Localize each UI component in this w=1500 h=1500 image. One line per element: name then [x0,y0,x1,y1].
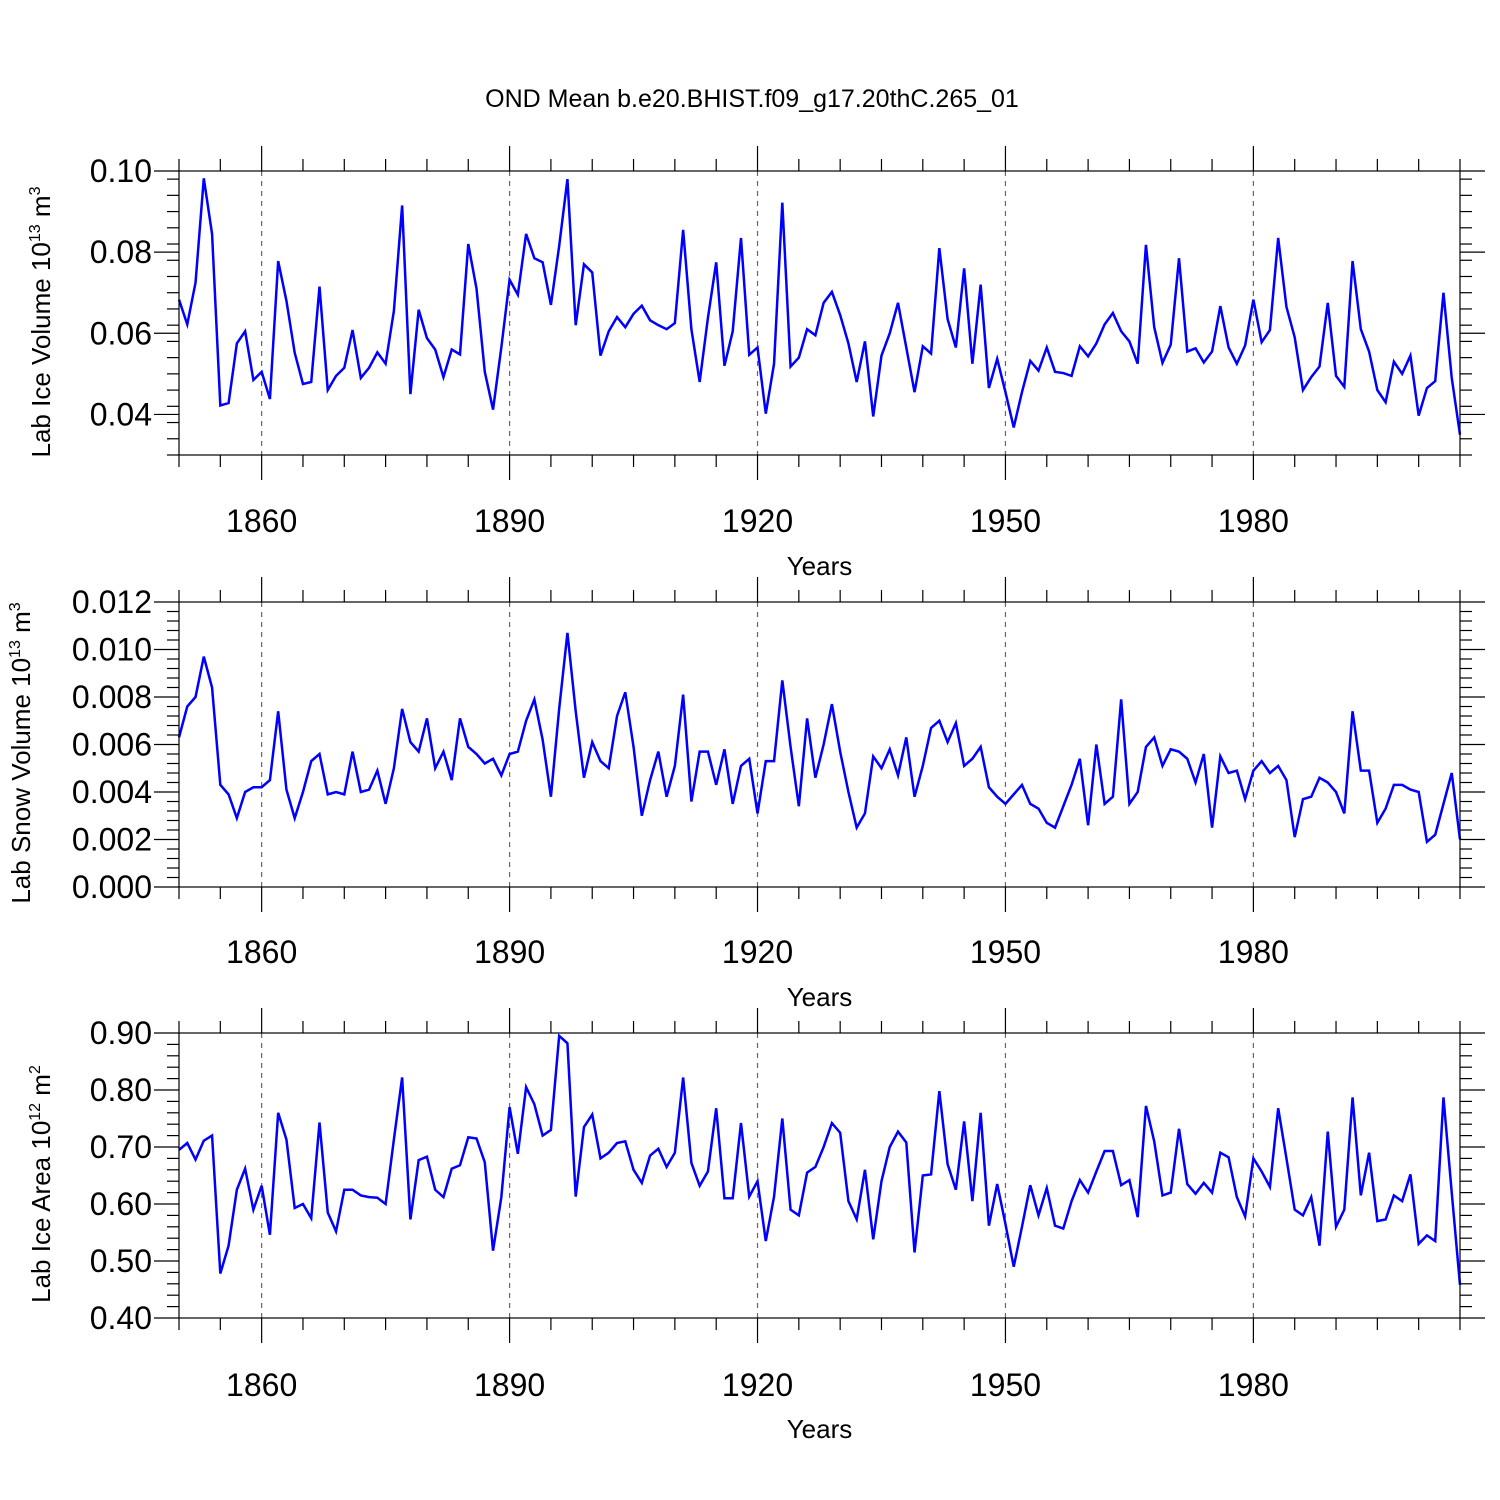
ice-volume-x-tick-label: 1890 [474,503,545,539]
ice-area-x-tick-label: 1950 [970,1367,1041,1403]
ice-volume-x-tick-label: 1920 [722,503,793,539]
snow-volume-y-axis-label: Lab Snow Volume 1013 m3 [6,602,36,903]
snow-volume-series-line [177,632,1462,845]
snow-volume-ticks [154,577,1485,912]
ice-area-x-tick-label: 1860 [226,1367,297,1403]
snow-volume-x-tick-label: 1890 [474,934,545,970]
ice-area-grid [261,1033,1254,1318]
ice-volume-series-line [177,178,1462,435]
ice-area-x-tick-label: 1920 [722,1367,793,1403]
snow-volume-y-tick-label: 0.006 [72,727,152,763]
ice-volume-ticks [154,146,1485,480]
ice-area-x-axis-label: Years [787,1414,853,1444]
ice-volume-x-tick-label: 1860 [226,503,297,539]
snow-volume-x-tick-label: 1980 [1218,934,1289,970]
ice-area-panel: 1860 1890 1920 1950 1980 0.40 0.50 0.60 0.70 0.80… [26,1008,1485,1444]
ice-area-y-tick-label: 0.70 [90,1129,152,1165]
snow-volume-tick-labels: 1860 1890 1920 1950 1980 0.000 0.002 0.004 0.006… [72,584,1289,970]
snow-volume-x-tick-label: 1950 [970,934,1041,970]
ice-area-ticks [154,1008,1485,1343]
snow-volume-grid [261,602,1254,887]
ice-volume-x-axis-label: Years [787,551,853,581]
ice-volume-y-tick-label: 0.10 [90,153,152,189]
ice-volume-x-tick-label: 1950 [970,503,1041,539]
ice-area-tick-labels: 1860 1890 1920 1950 1980 0.40 0.50 0.60 0.70 0.80… [90,1015,1289,1403]
snow-volume-panel: 1860 1890 1920 1950 1980 0.000 0.002 0.004 0.006… [6,577,1485,1012]
ice-volume-grid [261,171,1254,455]
snow-volume-x-tick-label: 1920 [722,934,793,970]
ice-volume-tick-labels: 1860 1890 1920 1950 1980 0.04 0.06 0.08 0.10 [90,153,1289,539]
ice-area-y-tick-label: 0.50 [90,1243,152,1279]
ice-volume-y-tick-label: 0.04 [90,396,152,432]
ice-volume-plot-frame [178,170,1461,456]
ice-area-x-tick-label: 1980 [1218,1367,1289,1403]
snow-volume-y-tick-label: 0.010 [72,632,152,668]
ice-area-y-axis-label: Lab Ice Area 1012 m2 [26,1065,56,1303]
ice-volume-panel: 1860 1890 1920 1950 1980 0.04 0.06 0.08 0.10 Yea… [26,146,1485,581]
ice-area-x-tick-label: 1890 [474,1367,545,1403]
ice-volume-y-axis-label: Lab Ice Volume 1013 m3 [26,186,56,457]
ice-volume-x-tick-label: 1980 [1218,503,1289,539]
ice-area-series-line [178,1033,1462,1286]
snow-volume-y-tick-label: 0.004 [72,774,152,810]
ice-volume-y-tick-label: 0.06 [90,315,152,351]
snow-volume-y-tick-label: 0.002 [72,822,152,858]
snow-volume-x-tick-label: 1860 [226,934,297,970]
ice-area-y-tick-label: 0.60 [90,1186,152,1222]
snow-volume-plot-frame [178,601,1461,888]
snow-volume-y-tick-label: 0.008 [72,679,152,715]
ice-area-y-tick-label: 0.40 [90,1300,152,1336]
ice-area-plot-frame [178,1032,1461,1319]
snow-volume-y-tick-label: 0.000 [72,869,152,905]
snow-volume-x-axis-label: Years [787,982,853,1012]
snow-volume-y-tick-label: 0.012 [72,584,152,620]
chart-title: OND Mean b.e20.BHIST.f09_g17.20thC.265_0… [485,85,1019,113]
ice-area-y-tick-label: 0.80 [90,1072,152,1108]
ice-volume-y-tick-label: 0.08 [90,234,152,270]
ice-area-y-tick-label: 0.90 [90,1015,152,1051]
